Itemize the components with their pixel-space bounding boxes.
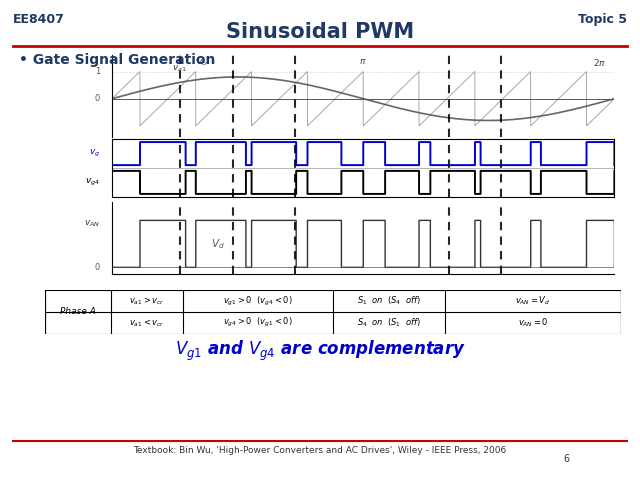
Text: $v_{AN}$: $v_{AN}$ <box>84 218 100 229</box>
Text: 0: 0 <box>95 263 100 272</box>
Text: Phase A: Phase A <box>60 308 96 316</box>
Text: $v_{a1} > v_{cr}$: $v_{a1} > v_{cr}$ <box>129 296 165 307</box>
Text: $S_1$  on  $(S_4$  off$)$: $S_1$ on $(S_4$ off$)$ <box>357 295 421 308</box>
Text: $V_d$: $V_d$ <box>211 237 225 251</box>
Text: Textbook: Bin Wu, 'High-Power Converters and AC Drives', Wiley - IEEE Press, 200: Textbook: Bin Wu, 'High-Power Converters… <box>133 446 507 456</box>
Text: EE8407: EE8407 <box>13 13 65 26</box>
Text: $v_{AN} = V_d$: $v_{AN} = V_d$ <box>515 295 550 308</box>
Text: $v_{AN} = 0$: $v_{AN} = 0$ <box>518 316 548 329</box>
Text: Sinusoidal PWM: Sinusoidal PWM <box>226 22 414 42</box>
Text: $v_{cr}$: $v_{cr}$ <box>196 58 210 68</box>
Text: $v_g$: $v_g$ <box>89 148 100 159</box>
Text: $v_{a1}$: $v_{a1}$ <box>172 63 187 73</box>
Text: Topic 5: Topic 5 <box>578 13 627 26</box>
Text: $v_{g4} > 0$  $(v_{g1} < 0)$: $v_{g4} > 0$ $(v_{g1} < 0)$ <box>223 316 292 329</box>
Text: 6: 6 <box>563 454 570 464</box>
Text: 0: 0 <box>95 94 100 103</box>
Text: $v_{g1} > 0$  $(v_{g4} < 0)$: $v_{g1} > 0$ $(v_{g4} < 0)$ <box>223 295 292 308</box>
Text: • Gate Signal Generation: • Gate Signal Generation <box>19 53 216 67</box>
Text: $S_4$  on  $(S_1$  off$)$: $S_4$ on $(S_1$ off$)$ <box>357 316 421 329</box>
Text: $2\pi$: $2\pi$ <box>593 57 607 68</box>
Text: $\pi$: $\pi$ <box>360 57 367 66</box>
Text: $v_{a1} < v_{cr}$: $v_{a1} < v_{cr}$ <box>129 317 165 328</box>
Text: 1: 1 <box>95 67 100 76</box>
Text: $v_{g4}$: $v_{g4}$ <box>85 177 100 188</box>
Text: $\mathit{V_{g1}}$ and $\mathit{V_{g4}}$ are complementary: $\mathit{V_{g1}}$ and $\mathit{V_{g4}}$ … <box>175 338 465 362</box>
